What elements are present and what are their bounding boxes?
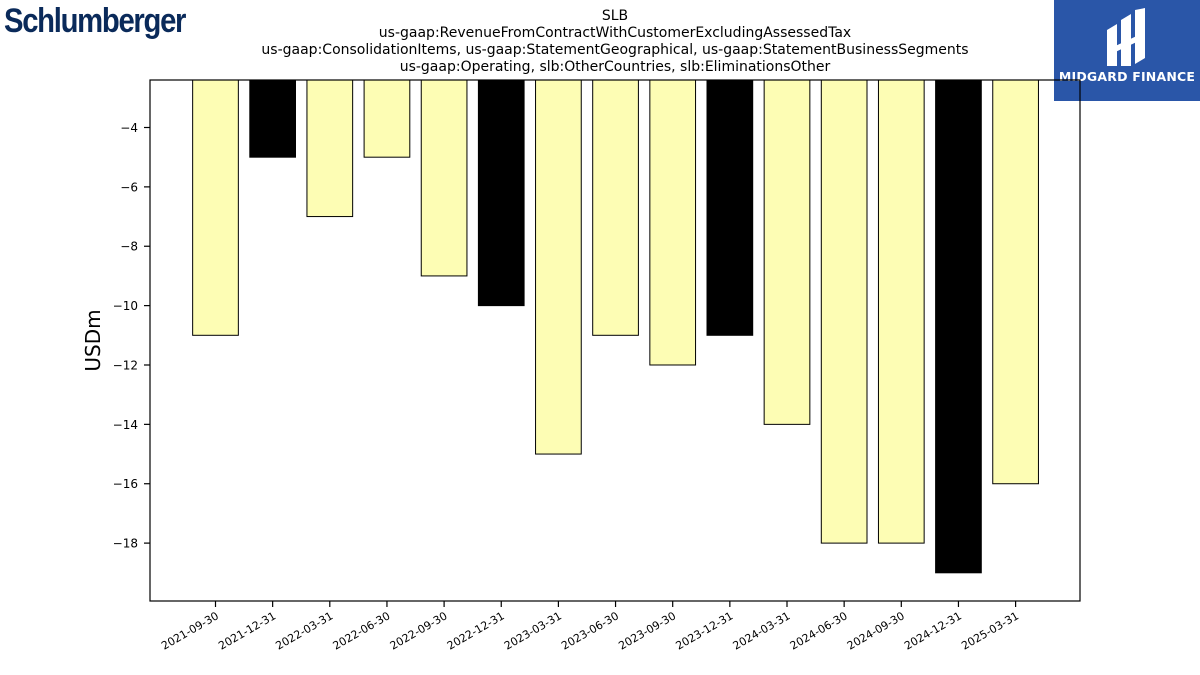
- chart-title-line: us-gaap:Operating, slb:OtherCountries, s…: [400, 59, 831, 75]
- chart-title-line: us-gaap:ConsolidationItems, us-gaap:Stat…: [261, 42, 968, 58]
- midgard-finance-wordmark: MIDGARD FINANCE: [1058, 69, 1196, 84]
- bar: [992, 79, 1039, 485]
- bar: [306, 79, 354, 218]
- chart-title-line: SLB: [602, 8, 628, 24]
- x-tick-label: 2022-09-30: [388, 609, 450, 652]
- x-tick-label: 2024-09-30: [845, 609, 907, 652]
- y-axis-label: USDm: [81, 309, 105, 371]
- x-tick-label: 2023-12-31: [673, 609, 735, 652]
- bar: [763, 79, 811, 425]
- y-tick-label: −4: [120, 121, 138, 135]
- x-tick-label: 2023-06-30: [559, 609, 621, 652]
- bar: [706, 79, 754, 336]
- x-tick-label: 2024-03-31: [731, 609, 793, 652]
- bar: [935, 79, 982, 574]
- midgard-mark-icon: [1107, 8, 1145, 66]
- bar: [592, 79, 639, 336]
- x-tick-label: 2024-12-31: [902, 609, 964, 652]
- x-tick-label: 2025-03-31: [959, 609, 1021, 652]
- y-tick-label: −10: [113, 299, 138, 313]
- x-tick-label: 2021-09-30: [159, 609, 221, 652]
- bar: [649, 79, 697, 366]
- bar: [877, 79, 925, 544]
- bar: [420, 79, 468, 277]
- midgard-finance-logo: MIDGARD FINANCE: [1054, 0, 1200, 101]
- bar: [363, 79, 411, 158]
- y-tick-label: −8: [120, 240, 138, 254]
- y-tick-label: −16: [113, 477, 138, 491]
- schlumberger-logo: Schlumberger: [4, 2, 186, 40]
- y-tick-label: −14: [113, 418, 138, 432]
- x-tick-label: 2022-03-31: [273, 609, 335, 652]
- bar: [477, 79, 525, 307]
- y-tick-label: −6: [120, 180, 138, 194]
- bar: [820, 79, 868, 544]
- x-tick-label: 2021-12-31: [216, 609, 278, 652]
- x-tick-label: 2022-06-30: [331, 609, 393, 652]
- x-tick-label: 2023-09-30: [616, 609, 678, 652]
- x-tick-label: 2024-06-30: [788, 609, 850, 652]
- bar: [249, 79, 297, 158]
- x-tick-label: 2023-03-31: [502, 609, 564, 652]
- bar: [535, 79, 582, 455]
- y-tick-label: −18: [113, 537, 138, 551]
- chart-title-line: us-gaap:RevenueFromContractWithCustomerE…: [379, 25, 851, 41]
- bar: [192, 79, 239, 336]
- x-tick-label: 2022-12-31: [445, 609, 507, 652]
- y-tick-label: −12: [113, 358, 138, 372]
